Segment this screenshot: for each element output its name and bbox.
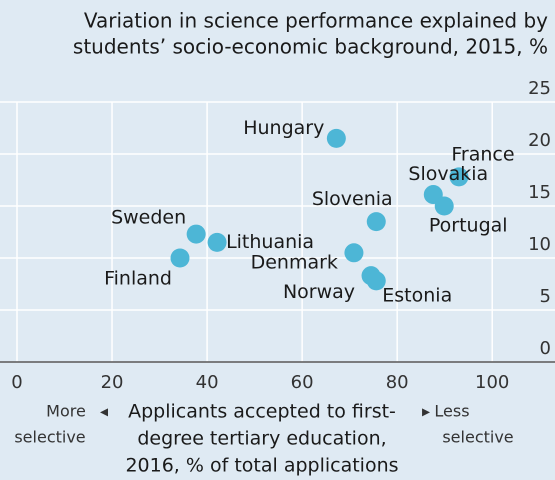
- point-label: Hungary: [243, 117, 324, 139]
- x-axis-label: Applicants accepted to first-: [128, 401, 396, 423]
- y-tick-label: 10: [528, 234, 551, 255]
- x-note: Less: [434, 402, 469, 421]
- x-axis-label: 2016, % of total applications: [125, 455, 398, 477]
- point-label: Slovakia: [408, 163, 488, 185]
- point-label: Sweden: [111, 207, 186, 229]
- y-tick-label: 20: [528, 130, 551, 151]
- x-axis-label: degree tertiary education,: [137, 428, 386, 450]
- x-tick-label: 20: [101, 372, 124, 393]
- point-label: Portugal: [429, 215, 508, 237]
- chart-title: Variation in science performance explain…: [84, 9, 548, 33]
- arrow-left: ◂: [100, 402, 108, 421]
- point: [449, 167, 469, 187]
- point: [326, 128, 346, 148]
- point-label: Estonia: [382, 284, 452, 306]
- point-label: Finland: [104, 268, 172, 290]
- point-label: Norway: [283, 281, 355, 303]
- chart-title: students’ socio-economic background, 201…: [73, 35, 548, 59]
- x-tick-label: 40: [196, 372, 219, 393]
- point: [186, 224, 206, 244]
- point: [207, 232, 227, 252]
- point-label: France: [451, 143, 514, 165]
- x-tick-label: 100: [475, 372, 509, 393]
- x-note: More: [46, 402, 86, 421]
- point: [366, 212, 386, 232]
- y-tick-label: 15: [528, 182, 551, 203]
- x-note: selective: [442, 428, 513, 447]
- y-tick-label: 25: [528, 78, 551, 99]
- arrow-right: ▸: [422, 402, 430, 421]
- point: [434, 196, 454, 216]
- point: [366, 271, 386, 291]
- point: [170, 248, 190, 268]
- x-tick-label: 60: [291, 372, 314, 393]
- point-label: Lithuania: [226, 231, 314, 253]
- y-tick-label: 0: [540, 338, 551, 359]
- y-tick-label: 5: [540, 286, 551, 307]
- x-tick-label: 0: [11, 372, 22, 393]
- point-label: Denmark: [251, 251, 338, 273]
- x-tick-label: 80: [386, 372, 409, 393]
- point-label: Slovenia: [312, 188, 393, 210]
- x-note: selective: [14, 428, 85, 447]
- point: [344, 243, 364, 263]
